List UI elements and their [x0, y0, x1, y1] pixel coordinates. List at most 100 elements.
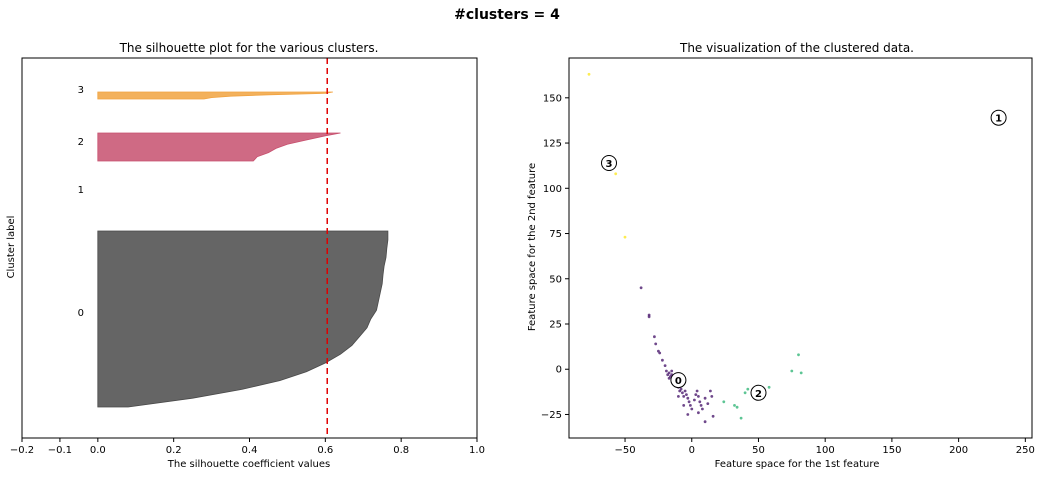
- scatter-point-cluster-0: [661, 358, 664, 362]
- scatter-point-cluster-0: [663, 364, 667, 367]
- scatter-point-cluster-2: [733, 404, 736, 407]
- scatter-point-cluster-0: [703, 396, 707, 400]
- cluster-center-marker-3: [601, 155, 617, 171]
- silhouette-xtick-label: 0.4: [242, 445, 258, 456]
- scatter-ytick-label: 50: [549, 274, 562, 285]
- scatter-point-cluster-0: [710, 395, 714, 398]
- scatter-point-cluster-0: [709, 389, 712, 393]
- scatter-point-cluster-2: [767, 385, 771, 389]
- silhouette-cluster-label-2: 2: [78, 137, 84, 148]
- scatter-point-cluster-0: [699, 404, 703, 407]
- silhouette-axes-frame: [21, 57, 478, 439]
- scatter-point-cluster-0: [690, 407, 694, 411]
- scatter-ytick-label: 100: [543, 184, 562, 195]
- scatter-point-cluster-2: [722, 400, 726, 404]
- silhouette-xtick-label: 0.2: [166, 445, 182, 456]
- scatter-point-cluster-0: [679, 387, 683, 391]
- silhouette-band-cluster-0: [97, 230, 389, 408]
- cluster-center-label-2: 2: [755, 389, 762, 400]
- scatter-point-cluster-3: [614, 172, 618, 176]
- scatter-point-cluster-0: [686, 413, 690, 416]
- silhouette-xtick-label: 0.0: [90, 445, 106, 456]
- scatter-point-cluster-3: [587, 72, 591, 76]
- scatter-point-cluster-2: [739, 416, 743, 420]
- cluster-center-marker-2: [750, 384, 767, 401]
- scatter-marks: 0 1 2 3 −50 0 50 100 150 200 250 −25 0 25 50 75 100 125 15…: [541, 72, 1035, 456]
- scatter-point-cluster-0: [697, 411, 700, 415]
- silhouette-xlabel: The silhouette coefficient values: [167, 459, 331, 470]
- scatter-ytick-label: 0: [556, 365, 562, 376]
- scatter-point-cluster-0: [703, 420, 707, 424]
- scatter-point-cluster-0: [654, 342, 658, 346]
- silhouette-band-cluster-3: [97, 91, 333, 100]
- silhouette-xtick-label: −0.1: [48, 445, 72, 456]
- scatter-point-cluster-2: [799, 371, 803, 375]
- cluster-center-marker-0: [670, 372, 687, 389]
- scatter-ytick-label: −25: [541, 410, 562, 421]
- scatter-ytick-label: 125: [543, 139, 562, 150]
- scatter-point-cluster-0: [687, 400, 691, 404]
- scatter-point-cluster-0: [667, 376, 671, 380]
- scatter-point-cluster-0: [667, 371, 671, 375]
- scatter-point-cluster-0: [670, 369, 674, 373]
- cluster-scatter-plot: The visualization of the clustered data.…: [527, 41, 1035, 470]
- scatter-ytick-label: 75: [549, 229, 562, 240]
- scatter-point-cluster-2: [735, 405, 739, 409]
- cluster-center-marker-1: [990, 109, 1007, 126]
- silhouette-cluster-label-3: 3: [78, 85, 84, 96]
- scatter-point-cluster-0: [658, 351, 662, 355]
- scatter-point-cluster-0: [698, 400, 702, 404]
- silhouette-xtick-label: −0.2: [10, 445, 34, 456]
- scatter-point-cluster-0: [685, 393, 688, 396]
- scatter-point-cluster-0: [653, 335, 656, 339]
- scatter-point-cluster-2: [743, 391, 747, 395]
- silhouette-marks: 0 1 2 3 −0.2 −0.1 0.0 0.2 0.4 0.6 0.8 1.0: [10, 58, 485, 456]
- scatter-xtick-label: 250: [1016, 445, 1035, 456]
- silhouette-xtick-label: 1.0: [469, 445, 485, 456]
- scatter-axes-frame: [568, 57, 1033, 439]
- scatter-point-cluster-0: [689, 404, 692, 407]
- scatter-xtick-label: 50: [752, 445, 765, 456]
- scatter-point-cluster-0: [686, 396, 690, 400]
- silhouette-xtick-label: 0.8: [393, 445, 409, 456]
- scatter-xtick-label: 200: [949, 445, 968, 456]
- cluster-center-label-3: 3: [606, 159, 613, 170]
- cluster-center-label-0: 0: [675, 376, 682, 387]
- scatter-point-cluster-0: [711, 414, 715, 418]
- figure-suptitle: #clusters = 4: [454, 7, 560, 23]
- scatter-point-cluster-2: [797, 353, 800, 357]
- silhouette-cluster-label-0: 0: [78, 308, 84, 319]
- scatter-point-cluster-0: [706, 402, 710, 405]
- scatter-point-cluster-2: [746, 387, 750, 391]
- silhouette-cluster-label-1: 1: [78, 185, 84, 196]
- silhouette-plot: The silhouette plot for the various clus…: [6, 41, 485, 470]
- scatter-xtick-label: 100: [816, 445, 835, 456]
- scatter-xlabel: Feature space for the 1st feature: [715, 459, 880, 470]
- scatter-point-cluster-0: [695, 389, 699, 393]
- scatter-xtick-label: −50: [614, 445, 635, 456]
- scatter-point-cluster-3: [623, 235, 627, 239]
- scatter-point-cluster-0: [682, 404, 686, 407]
- scatter-point-cluster-0: [639, 286, 643, 290]
- silhouette-band-cluster-2: [97, 132, 341, 162]
- scatter-title: The visualization of the clustered data.: [679, 41, 914, 55]
- scatter-xtick-label: 0: [689, 445, 695, 456]
- scatter-point-cluster-0: [701, 407, 704, 411]
- scatter-point-cluster-0: [683, 389, 687, 393]
- silhouette-xtick-label: 0.6: [317, 445, 333, 456]
- cluster-center-label-1: 1: [995, 114, 1002, 125]
- scatter-point-cluster-0: [693, 398, 696, 402]
- scatter-ylabel: Feature space for the 2nd feature: [527, 163, 538, 331]
- scatter-ytick-label: 25: [549, 320, 562, 331]
- scatter-ytick-label: 150: [543, 93, 562, 104]
- scatter-point-cluster-0: [677, 395, 680, 398]
- scatter-point-cluster-0: [665, 369, 668, 373]
- scatter-point-cluster-0: [697, 395, 700, 398]
- scatter-point-cluster-2: [790, 369, 794, 373]
- silhouette-ylabel: Cluster label: [6, 216, 17, 279]
- scatter-point-cluster-0: [681, 391, 684, 395]
- scatter-point-cluster-0: [694, 393, 698, 396]
- silhouette-title: The silhouette plot for the various clus…: [119, 41, 379, 55]
- scatter-point-cluster-0: [647, 315, 651, 319]
